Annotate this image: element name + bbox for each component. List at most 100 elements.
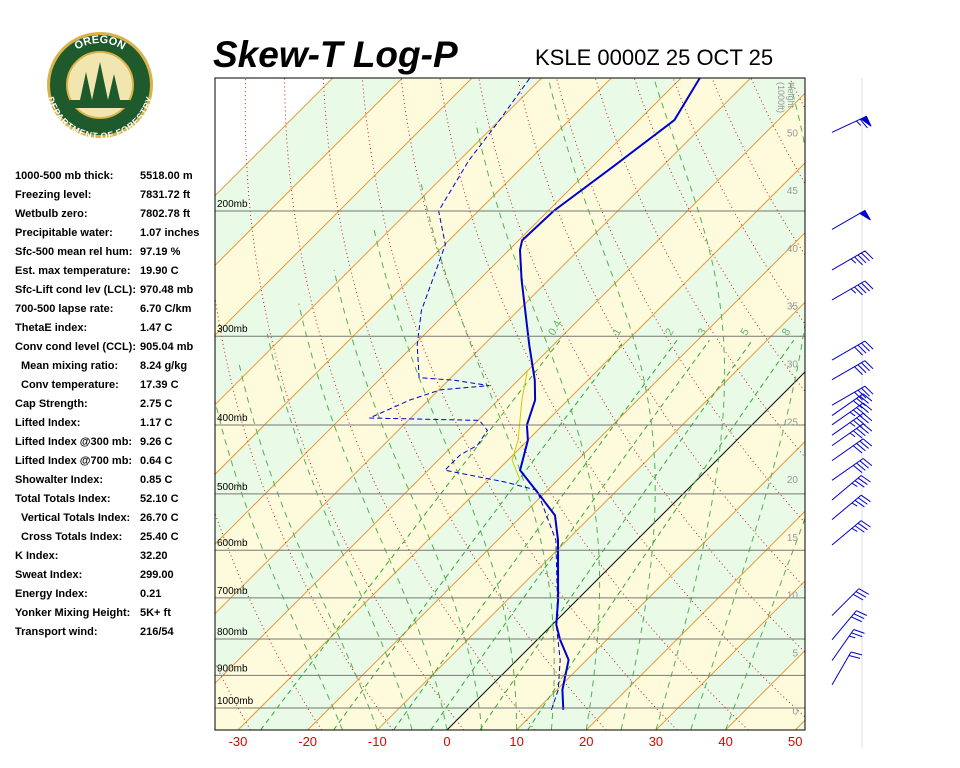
wind-barb bbox=[831, 412, 873, 436]
chart-title: Skew-T Log-P bbox=[213, 34, 458, 75]
isotherm-grid-line bbox=[237, 162, 805, 730]
moist-adiabat bbox=[372, 225, 518, 730]
index-value: 19.90 C bbox=[140, 265, 179, 277]
chart-subtitle: KSLE 0000Z 25 OCT 25 bbox=[535, 45, 773, 70]
logo-trees bbox=[80, 62, 120, 100]
index-value: 5518.00 m bbox=[140, 170, 193, 182]
index-value: 216/54 bbox=[140, 626, 174, 638]
temperature-band bbox=[215, 93, 805, 730]
pressure-label: 200mb bbox=[217, 199, 248, 210]
isotherm-grid-line bbox=[794, 719, 805, 730]
height-tick-label: 35 bbox=[787, 302, 799, 313]
wind-barb bbox=[831, 393, 873, 416]
logo: OREGON DEPARTMENT OF FORESTRY bbox=[45, 32, 155, 142]
sounding-line bbox=[511, 370, 528, 481]
temperature-band bbox=[725, 650, 805, 730]
height-tick-label: 10 bbox=[787, 591, 799, 602]
wind-barb bbox=[831, 651, 863, 686]
x-tick-label: 30 bbox=[649, 734, 663, 749]
x-tick-label: -10 bbox=[368, 734, 387, 749]
height-axis-label: (1000ft) bbox=[776, 82, 786, 113]
index-label: Sfc-500 mean rel hum: bbox=[15, 246, 133, 258]
index-label: Conv cond level (CCL): bbox=[15, 341, 137, 353]
index-label: K Index: bbox=[15, 550, 59, 562]
index-label: Total Totals Index: bbox=[15, 493, 111, 505]
logo-ground bbox=[70, 100, 130, 108]
isotherm-grid-line bbox=[655, 580, 805, 730]
x-tick-label: 10 bbox=[509, 734, 523, 749]
wind-barb bbox=[831, 458, 873, 481]
index-label: Est. max temperature: bbox=[15, 265, 131, 277]
height-tick-label: 0 bbox=[792, 706, 798, 717]
wind-barb bbox=[831, 209, 871, 230]
dry-adiabat bbox=[244, 78, 465, 730]
index-value: 26.70 C bbox=[140, 512, 179, 524]
moist-adiabat bbox=[690, 78, 805, 730]
mixing-ratio-line bbox=[333, 339, 625, 730]
index-label: 700-500 lapse rate: bbox=[15, 303, 114, 315]
index-value: 299.00 bbox=[140, 569, 174, 581]
height-tick-label: 45 bbox=[787, 186, 799, 197]
x-tick-label: 0 bbox=[443, 734, 450, 749]
mixing-ratio-label: 2 bbox=[663, 326, 676, 337]
pressure-label: 300mb bbox=[217, 324, 248, 335]
moist-adiabat bbox=[475, 122, 601, 730]
index-value: 0.85 C bbox=[140, 474, 173, 486]
isotherm-grid-line bbox=[516, 440, 805, 730]
index-value: 1.17 C bbox=[140, 417, 173, 429]
pressure-label: 700mb bbox=[217, 586, 248, 597]
index-label: Mean mixing ratio: bbox=[21, 360, 119, 372]
x-tick-label: 40 bbox=[718, 734, 732, 749]
wind-barb bbox=[831, 402, 873, 426]
mixing-ratio-label: 5 bbox=[739, 326, 752, 337]
index-value: 905.04 mb bbox=[140, 341, 194, 353]
index-value: 8.24 g/kg bbox=[140, 360, 188, 372]
index-label: Showalter Index: bbox=[15, 474, 104, 486]
height-axis-label: Height bbox=[786, 82, 796, 109]
temperature-band bbox=[795, 720, 805, 730]
x-tick-label: -20 bbox=[298, 734, 317, 749]
isotherm bbox=[215, 78, 612, 476]
index-label: ThetaE index: bbox=[15, 322, 88, 334]
index-label: 1000-500 mb thick: bbox=[15, 170, 114, 182]
index-value: 1.07 inches bbox=[140, 227, 200, 239]
dry-adiabat bbox=[361, 78, 678, 730]
temperature-band bbox=[215, 78, 805, 684]
wind-barb bbox=[831, 250, 874, 271]
height-tick-label: 5 bbox=[792, 649, 798, 660]
wind-barb bbox=[831, 385, 874, 406]
temperature-band bbox=[215, 78, 403, 266]
mixing-ratio-line bbox=[260, 339, 561, 730]
wind-barb bbox=[831, 115, 872, 133]
index-value: 6.70 C/km bbox=[140, 303, 192, 315]
index-label: Lifted Index @300 mb: bbox=[15, 436, 133, 448]
logo-top-path: OREGON bbox=[73, 34, 128, 53]
pressure-label: 500mb bbox=[217, 482, 248, 493]
isotherm bbox=[215, 78, 334, 197]
x-tick-label: 20 bbox=[579, 734, 593, 749]
moist-adiabat bbox=[547, 78, 656, 730]
index-value: 9.26 C bbox=[140, 436, 173, 448]
wind-barb bbox=[831, 629, 865, 661]
index-value: 0.64 C bbox=[140, 455, 173, 467]
wind-barb bbox=[831, 280, 874, 301]
index-label: Yonker Mixing Height: bbox=[15, 607, 131, 619]
index-label: Precipitable water: bbox=[15, 227, 113, 239]
isotherm bbox=[215, 78, 752, 615]
moist-adiabat bbox=[298, 303, 448, 730]
index-value: 7802.78 ft bbox=[140, 208, 191, 220]
wind-barb bbox=[831, 475, 871, 501]
x-tick-label: -30 bbox=[229, 734, 248, 749]
wind-barb bbox=[831, 610, 867, 641]
index-label: Lifted Index @700 mb: bbox=[15, 455, 133, 467]
moist-adiabat bbox=[266, 333, 413, 730]
wind-barb bbox=[831, 360, 874, 381]
plot-overlay: 1000mb 900mb 800mb 700mb 600mb 500mb 400mb 300m… bbox=[215, 82, 805, 717]
isotherm-grid-line bbox=[376, 301, 805, 730]
index-label: Cross Totals Index: bbox=[21, 531, 123, 543]
dry-adiabat bbox=[594, 78, 805, 458]
index-value: 0.21 bbox=[140, 588, 162, 600]
isotherm bbox=[215, 78, 682, 545]
isotherm-grid-line bbox=[585, 510, 805, 730]
